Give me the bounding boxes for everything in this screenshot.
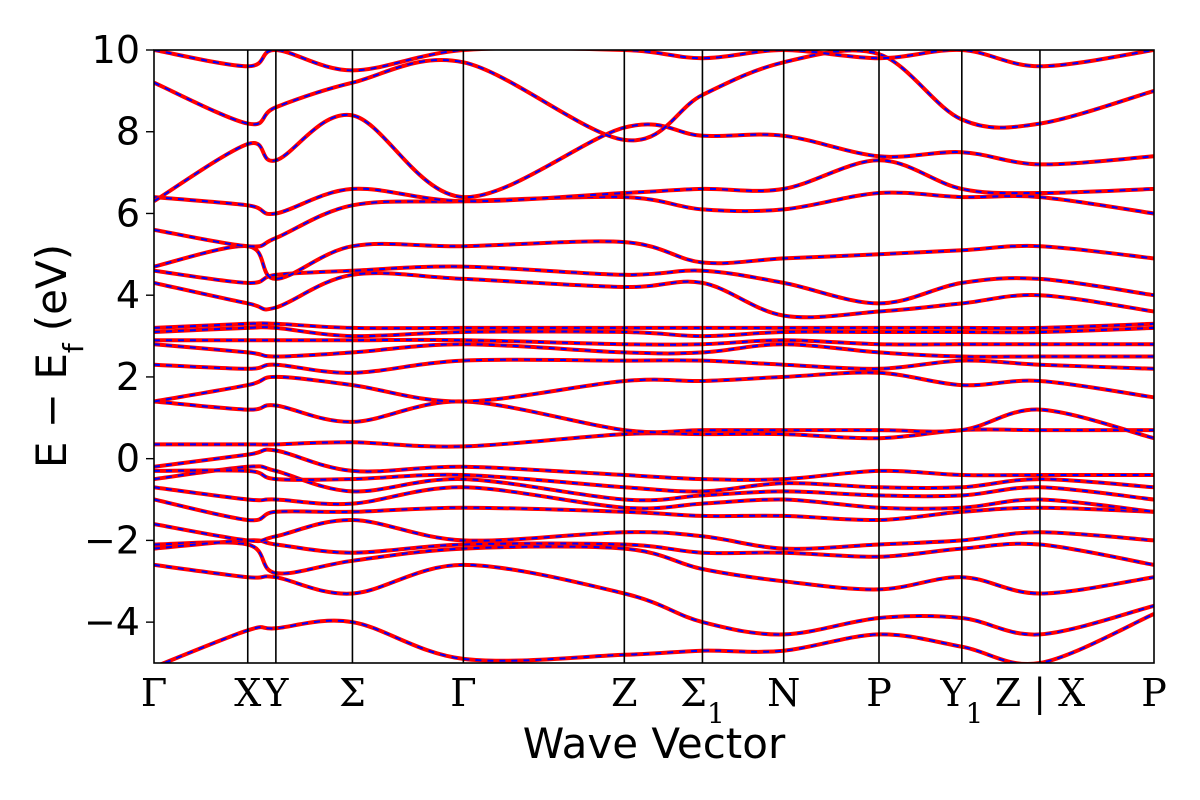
kpoint-label: Z | X (995, 671, 1085, 715)
y-tick-label: 4 (116, 273, 140, 317)
kpoint-label: N (767, 671, 800, 715)
kpoint-label: Y1 (939, 671, 983, 730)
y-tick-label: 0 (116, 437, 140, 481)
y-axis-label-unit: (eV) (27, 244, 76, 331)
band-line-dashed (154, 371, 1154, 403)
plot-frame (153, 49, 1155, 664)
band-line (154, 370, 1154, 404)
x-axis-label: Wave Vector (523, 719, 786, 768)
kpoint-label: X (234, 671, 261, 715)
kpoint-label: Γ (141, 671, 167, 715)
y-tick-label: 6 (116, 191, 140, 235)
y-tick-label: 8 (116, 110, 140, 154)
kpoint-label: Σ1 (680, 671, 725, 730)
band-line (158, 612, 1154, 663)
band-line-dashed (154, 240, 1154, 280)
band-line (154, 190, 1154, 249)
y-axis-label-subscript: f (57, 342, 90, 353)
kpoint-lines (246, 50, 1041, 663)
band-line (154, 158, 1154, 217)
band-line-dashed (154, 498, 1154, 522)
kpoint-label: Y (262, 671, 289, 715)
y-tick-label: 2 (116, 355, 140, 399)
y-axis-label: E − Ef (eV) (27, 244, 90, 468)
y-axis-label-main: E − E (27, 353, 76, 468)
kpoint-label: P (866, 671, 892, 715)
y-tick-label: −2 (84, 518, 140, 562)
y-axis-ticks: −4 −2 0 2 4 6 8 10 (84, 28, 154, 644)
band-line (154, 321, 1154, 331)
band-line-dashed (161, 613, 1154, 663)
y-tick-label: −4 (84, 600, 140, 644)
kpoint-labels: Γ X Y Σ Γ Z Σ1 N P Y1 Z | X P (141, 671, 1167, 730)
kpoint-label: P (1141, 671, 1167, 715)
band-line (154, 337, 1154, 347)
band-line-dashed (154, 159, 1154, 216)
kpoint-label: Γ (450, 671, 476, 715)
y-tick-label: 10 (92, 28, 140, 72)
band-line-dashed (154, 400, 1154, 440)
kpoint-label: Z (611, 671, 637, 715)
band-lines (154, 50, 1154, 663)
kpoint-label: Σ (339, 671, 366, 715)
